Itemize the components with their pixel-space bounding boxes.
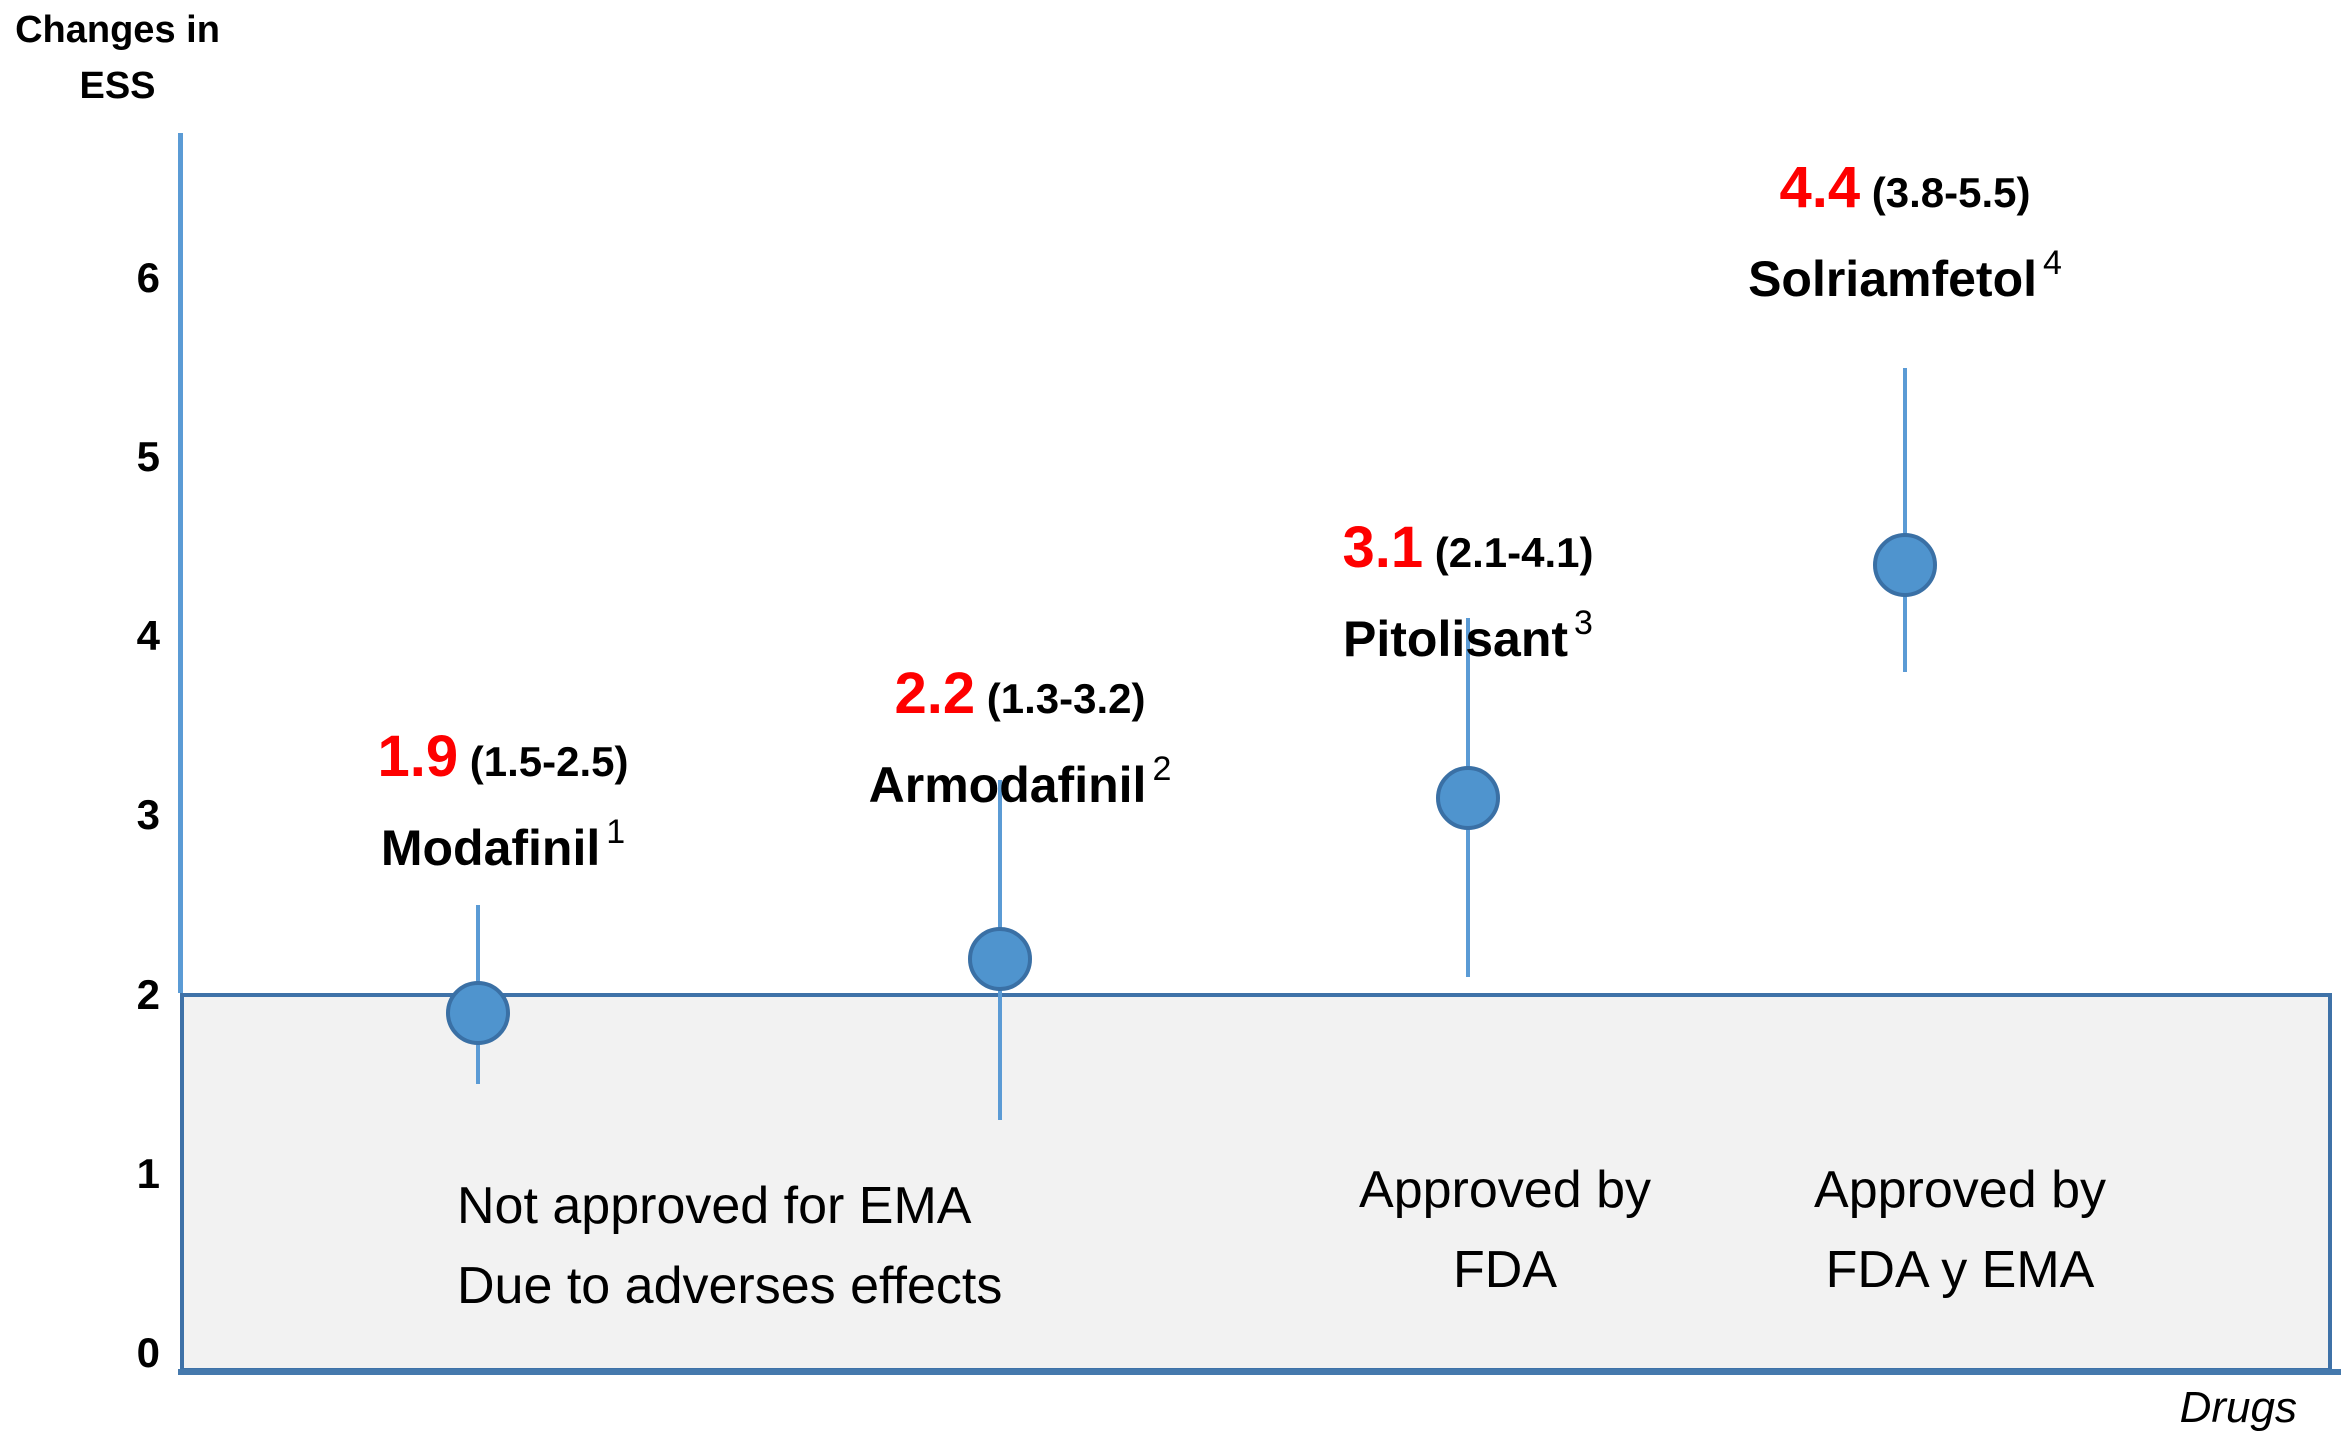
point-name-pitolisant: Pitolisant 3 [1148, 601, 1788, 683]
point-value-line-modafinil: 1.9 (1.5-2.5) [183, 719, 823, 810]
annotation-line: Not approved for EMA [457, 1177, 972, 1235]
y-tick-6: 6 [136, 253, 160, 301]
shaded-region-0-2 [180, 993, 2332, 1372]
data-point-modafinil [446, 980, 510, 1045]
y-tick-4: 4 [136, 612, 160, 660]
data-point-solriamfetol [1873, 532, 1937, 597]
point-value-pitolisant: 3.1 [1342, 515, 1424, 580]
point-value-line-armodafinil: 2.2 (1.3-3.2) [700, 656, 1340, 747]
point-value-line-solriamfetol: 4.4 (3.8-5.5) [1585, 150, 2225, 241]
y-tick-3: 3 [136, 791, 160, 839]
annotation-approved-fda-ema: Approved by FDA y EMA [1560, 1150, 2341, 1310]
x-axis-title: Drugs [2179, 1383, 2297, 1432]
point-value-solriamfetol: 4.4 [1779, 155, 1861, 220]
point-label-solriamfetol: 4.4 (3.8-5.5) Solriamfetol 4 [1585, 150, 2225, 323]
annotation-not-approved-ema: Not approved for EMA Due to adverses effe… [457, 1166, 1002, 1326]
y-tick-5: 5 [136, 433, 160, 481]
point-value-modafinil: 1.9 [377, 724, 459, 789]
point-ci-armodafinil: (1.3-3.2) [975, 675, 1146, 722]
drug-superscript-pitolisant: 3 [1574, 604, 1593, 642]
point-value-armodafinil: 2.2 [894, 661, 976, 726]
drug-superscript-armodafinil: 2 [1152, 750, 1172, 788]
error-bar-solriamfetol [1903, 367, 1907, 673]
point-label-pitolisant: 3.1 (2.1-4.1) Pitolisant 3 [1148, 510, 1788, 683]
y-axis-title-line1: Changes in [15, 9, 220, 51]
point-ci-pitolisant: (2.1-4.1) [1423, 529, 1594, 576]
y-tick-2: 2 [136, 970, 160, 1018]
point-value-line-pitolisant: 3.1 (2.1-4.1) [1148, 510, 1788, 601]
drug-superscript-modafinil: 1 [606, 813, 626, 851]
annotation-line: Approved by [1814, 1161, 2106, 1219]
x-axis-line [178, 1369, 2341, 1375]
point-label-modafinil: 1.9 (1.5-2.5) Modafinil 1 [183, 719, 823, 892]
y-tick-1: 1 [136, 1149, 160, 1197]
point-label-armodafinil: 2.2 (1.3-3.2) Armodafinil 2 [700, 656, 1340, 829]
point-ci-modafinil: (1.5-2.5) [458, 738, 629, 785]
data-point-armodafinil [968, 926, 1032, 991]
drug-name-modafinil: Modafinil [380, 820, 601, 876]
y-axis-title: Changes in ESS [5, 2, 230, 114]
drug-superscript-solriamfetol: 4 [2043, 244, 2062, 282]
y-tick-0: 0 [136, 1329, 160, 1376]
point-name-armodafinil: Armodafinil 2 [700, 747, 1340, 829]
annotation-line: Due to adverses effects [457, 1257, 1003, 1315]
y-axis-line [178, 133, 183, 993]
point-name-modafinil: Modafinil 1 [183, 810, 823, 892]
annotation-approved-fda: Approved by FDA [1105, 1150, 1905, 1310]
drug-name-pitolisant: Pitolisant [1343, 611, 1569, 667]
y-axis-title-line2: ESS [79, 65, 156, 107]
drug-name-solriamfetol: Solriamfetol [1748, 251, 2038, 307]
data-point-pitolisant [1436, 765, 1500, 830]
point-ci-solriamfetol: (3.8-5.5) [1860, 169, 2031, 216]
annotation-line: FDA y EMA [1825, 1241, 2095, 1299]
annotation-line: FDA [1453, 1241, 1557, 1299]
point-name-solriamfetol: Solriamfetol 4 [1585, 241, 2225, 323]
drug-name-armodafinil: Armodafinil [868, 757, 1147, 813]
annotation-line: Approved by [1359, 1161, 1651, 1219]
